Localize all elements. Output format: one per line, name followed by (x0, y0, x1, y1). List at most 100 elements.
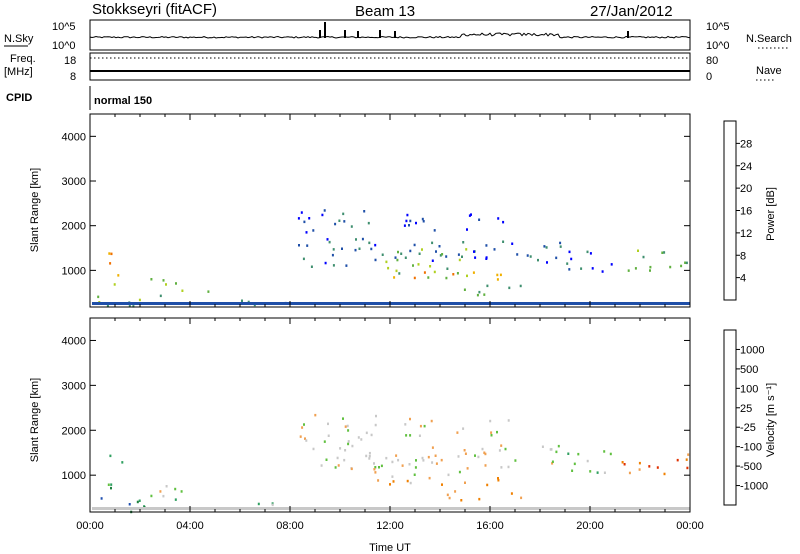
ground-cell (560, 302, 562, 305)
ground-cell (92, 302, 94, 305)
ground-cell (302, 302, 304, 305)
ground-cell (188, 507, 190, 510)
data-cell (110, 483, 113, 486)
ground-cell (150, 302, 152, 305)
data-cell (415, 459, 417, 462)
data-cell (483, 451, 486, 454)
ground-cell (262, 507, 264, 510)
ground-cell (312, 302, 314, 305)
ground-cell (376, 302, 378, 305)
power-panel: 1000 2000 3000 4000 (62, 113, 691, 308)
ground-cell (492, 302, 494, 305)
data-cell (496, 273, 499, 277)
data-cell (323, 209, 326, 212)
ground-cell (114, 507, 116, 510)
ground-cell (598, 302, 600, 305)
ground-cell (116, 302, 118, 305)
ground-cell (340, 507, 342, 510)
data-cell (310, 265, 313, 268)
ground-cell (592, 302, 594, 305)
ground-cell (558, 507, 560, 510)
colorbar-tick-label: 4 (740, 273, 746, 285)
data-cell (325, 458, 328, 461)
ground-cell (580, 507, 582, 510)
ground-cell (632, 302, 634, 305)
ground-cell (374, 507, 376, 510)
ground-cell (528, 302, 530, 305)
data-cell (365, 431, 368, 435)
ground-cell (262, 302, 264, 305)
ground-cell (170, 302, 172, 305)
ground-cell (560, 507, 562, 510)
ground-cell (236, 302, 238, 305)
ground-cell (630, 302, 632, 305)
ground-cell (480, 507, 482, 510)
ground-cell (436, 302, 438, 305)
ground-cell (110, 507, 112, 510)
data-cell (358, 247, 361, 250)
ground-cell (346, 507, 348, 510)
ground-cell (432, 507, 434, 510)
data-cell (466, 228, 468, 231)
x-tick-label: 12:00 (376, 520, 404, 532)
data-cell (241, 299, 243, 302)
ground-cell (400, 507, 402, 510)
ground-cell (284, 302, 286, 305)
ground-cell (448, 302, 450, 305)
ground-cell (304, 507, 306, 510)
ground-cell (360, 302, 362, 305)
ground-cell (594, 507, 596, 510)
data-cell (324, 261, 327, 265)
ground-cell (250, 302, 252, 305)
ground-cell (154, 507, 156, 510)
data-cell (502, 240, 505, 243)
ground-cell (434, 302, 436, 305)
ground-cell (404, 302, 406, 305)
ground-cell (126, 507, 128, 510)
y-tick-label: 1000 (62, 265, 86, 277)
ground-cell (332, 302, 334, 305)
ground-cell (148, 302, 150, 305)
ground-cell (474, 507, 476, 510)
ground-cell (122, 507, 124, 510)
colorbar-tick-label: -500 (740, 461, 762, 473)
ground-cell (180, 507, 182, 510)
ground-cell (204, 302, 206, 305)
data-cell (496, 278, 499, 281)
data-cell (427, 276, 430, 279)
ground-cell (314, 507, 316, 510)
ground-cell (200, 507, 202, 510)
data-cell (478, 290, 481, 294)
nsky-label: N.Sky (4, 33, 34, 45)
ground-cell (442, 507, 444, 510)
ground-cell (562, 302, 564, 305)
ground-cell (336, 302, 338, 305)
data-cell (300, 211, 303, 214)
ground-cell (654, 507, 656, 510)
ground-cell (494, 302, 496, 305)
data-cell (573, 462, 576, 466)
ground-cell (512, 302, 514, 305)
ground-cell (638, 302, 640, 305)
data-cell (423, 424, 426, 428)
ground-cell (482, 507, 484, 510)
ground-cell (428, 302, 430, 305)
ground-cell (438, 507, 440, 510)
ground-cell (552, 302, 554, 305)
data-cell (314, 413, 317, 417)
data-cell (621, 461, 624, 464)
data-cell (663, 472, 666, 476)
ground-cell (444, 507, 446, 510)
ground-cell (620, 507, 622, 510)
data-cell (638, 461, 641, 465)
ground-cell (124, 507, 126, 510)
ground-cell (128, 507, 130, 510)
ground-cell (100, 507, 102, 510)
data-cell (490, 431, 493, 434)
ground-cell (420, 507, 422, 510)
ground-cell (362, 507, 364, 510)
ground-cell (568, 507, 570, 510)
ground-cell (294, 302, 296, 305)
ground-cell (238, 302, 240, 305)
data-cell (422, 220, 425, 223)
